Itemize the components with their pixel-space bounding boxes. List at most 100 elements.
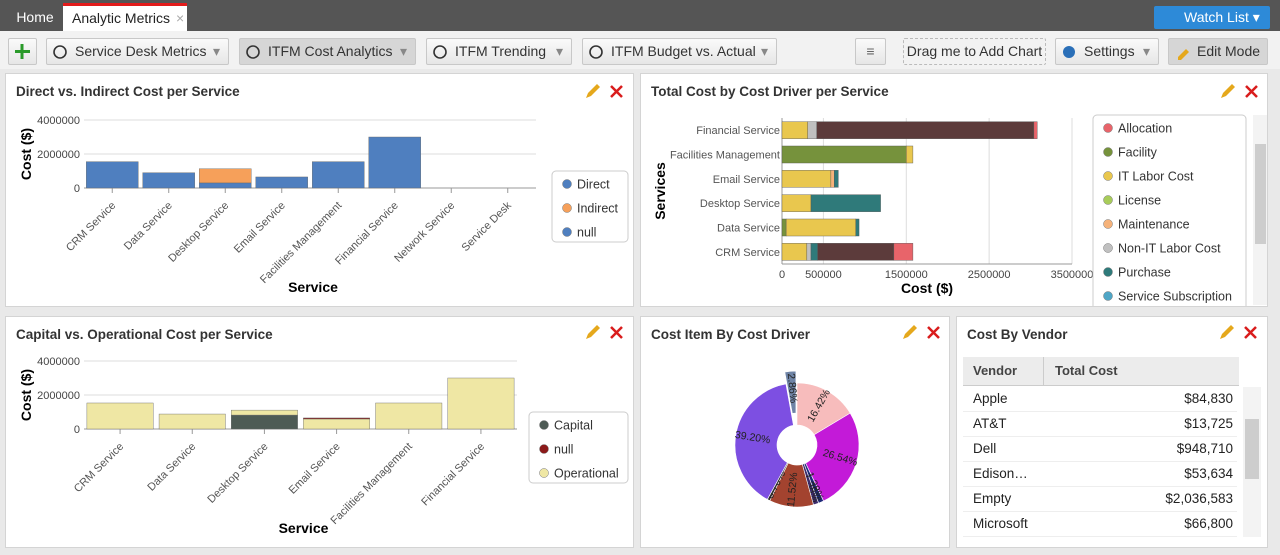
button-label: ITFM Budget vs. Actual — [611, 43, 756, 59]
bar-segment — [158, 413, 226, 430]
y-axis-title: Services — [652, 162, 668, 220]
bar-segment — [303, 417, 370, 420]
column-header[interactable]: Total Cost — [1055, 363, 1118, 378]
legend-label: Maintenance — [1118, 218, 1190, 232]
legend-label: null — [554, 443, 573, 457]
legend-label: License — [1118, 194, 1161, 208]
drag-chart[interactable]: Drag me to Add Chart — [903, 38, 1046, 65]
top-bar — [0, 0, 1280, 31]
slice — [734, 383, 794, 500]
x-axis-title: Service — [288, 279, 338, 295]
button-label: Watch List — [1184, 9, 1249, 25]
y-tick-label: Desktop Service — [700, 198, 780, 210]
y-tick-label: Financial Service — [696, 125, 780, 137]
dashboard-button[interactable]: ITFM Cost Analytics ▾ — [239, 38, 416, 65]
x-tick-label: Financial Service — [333, 200, 401, 268]
scrollbar[interactable] — [1243, 387, 1261, 537]
chart-panel: Cost Item By Cost Driver 16.42% 26.54% 1.3… — [640, 316, 950, 548]
column-header[interactable]: Vendor — [973, 363, 1018, 378]
bar-segment — [231, 414, 298, 430]
bar-segment — [312, 161, 365, 189]
x-tick-label: Desktop Service — [166, 200, 231, 265]
y-tick-label: 4000000 — [37, 356, 80, 368]
y-tick-label: 4000000 — [37, 115, 80, 127]
chart-panel: Total Cost by Cost Driver per Service 0 5… — [640, 73, 1268, 307]
table-row[interactable]: Microsoft $66,800 — [963, 511, 1237, 537]
close-icon[interactable]: × — [176, 10, 185, 26]
vendor-cell: Edison… — [973, 466, 1028, 481]
button-label: Settings — [1084, 43, 1135, 59]
panel-title: Direct vs. Indirect Cost per Service — [16, 84, 240, 99]
legend-marker — [1103, 123, 1113, 133]
legend-box — [1092, 114, 1247, 306]
cost-cell: $53,634 — [1184, 466, 1233, 481]
tab[interactable]: Analytic Metrics × — [63, 3, 187, 31]
slice — [784, 370, 797, 414]
button-label: Edit Mode — [1197, 43, 1261, 59]
legend-label: Indirect — [577, 202, 619, 216]
cost-cell: $84,830 — [1184, 391, 1233, 406]
legend-marker — [562, 227, 572, 237]
legend-label: Direct — [577, 178, 610, 192]
legend-marker — [1103, 291, 1113, 301]
x-tick-label: Desktop Service — [205, 441, 270, 506]
legend-label: Non-IT Labor Cost — [1118, 242, 1221, 256]
legend-marker — [1103, 171, 1113, 181]
add-button[interactable] — [8, 38, 37, 65]
legend-marker — [1103, 267, 1113, 277]
legend-label: Facility — [1118, 146, 1158, 160]
table-row[interactable]: Apple $84,830 — [963, 386, 1237, 412]
bar-segment — [199, 182, 252, 189]
x-axis-title: Cost ($) — [901, 280, 953, 296]
slice-label: 11.52% — [785, 472, 800, 508]
legend-label: Allocation — [1118, 122, 1172, 136]
dashboard-button[interactable]: ITFM Trending ▾ — [426, 38, 572, 65]
dashboard-button[interactable]: ITFM Budget vs. Actual ▾ — [582, 38, 777, 65]
bar-segment — [893, 243, 914, 261]
slice-label: 2.86% — [785, 373, 800, 404]
bar-segment — [785, 218, 856, 237]
x-tick-label: Service Desk — [460, 199, 515, 254]
bar-segment — [781, 243, 808, 261]
table-row[interactable]: Edison… $53,634 — [963, 461, 1237, 487]
y-tick-label: CRM Service — [715, 247, 780, 259]
table-row[interactable]: Empty $2,036,583 — [963, 486, 1237, 512]
panel-title: Capital vs. Operational Cost per Service — [16, 327, 273, 342]
cost-cell: $13,725 — [1184, 416, 1233, 431]
legend-marker — [1103, 195, 1113, 205]
cost-cell: $948,710 — [1176, 441, 1233, 456]
y-tick-label: Data Service — [717, 223, 780, 235]
tab[interactable]: Home — [16, 9, 54, 25]
dashboard-button[interactable]: Service Desk Metrics ▾ — [46, 38, 229, 65]
legend-label: Capital — [554, 419, 593, 433]
bar-segment — [781, 121, 808, 139]
legend-marker — [539, 420, 549, 430]
x-tick-label: 0 — [779, 269, 785, 281]
bar-segment — [781, 194, 812, 212]
legend-box — [528, 411, 629, 484]
legend-label: Service Subscription — [1118, 290, 1232, 304]
legend-marker — [1103, 147, 1113, 157]
legend-marker — [562, 179, 572, 189]
button-label: Service Desk Metrics — [75, 43, 207, 59]
legend-label: Purchase — [1118, 266, 1171, 280]
x-tick-label: 2500000 — [968, 269, 1011, 281]
table-row[interactable]: AT&T $13,725 — [963, 411, 1237, 437]
bar-segment — [86, 402, 154, 430]
watch-list-button[interactable]: Watch List ▾ — [1154, 6, 1270, 29]
table-row[interactable]: Dell $948,710 — [963, 436, 1237, 462]
bar-segment — [817, 243, 895, 261]
vendor-cell: AT&T — [973, 416, 1007, 431]
bar-segment — [807, 121, 818, 139]
legend-marker — [539, 468, 549, 478]
legend-label: null — [577, 226, 596, 240]
bar-segment — [781, 218, 787, 237]
bar-segment — [368, 136, 421, 189]
menu-button[interactable]: ≡ — [855, 38, 886, 65]
vendor-cell: Microsoft — [973, 516, 1028, 531]
bar-segment — [781, 170, 832, 188]
chart: 16.42%26.54%1.38%1.38%11.52%0.70%39.20%2… — [734, 370, 860, 508]
legend-marker — [539, 444, 549, 454]
x-tick-label: Data Service — [145, 441, 198, 494]
